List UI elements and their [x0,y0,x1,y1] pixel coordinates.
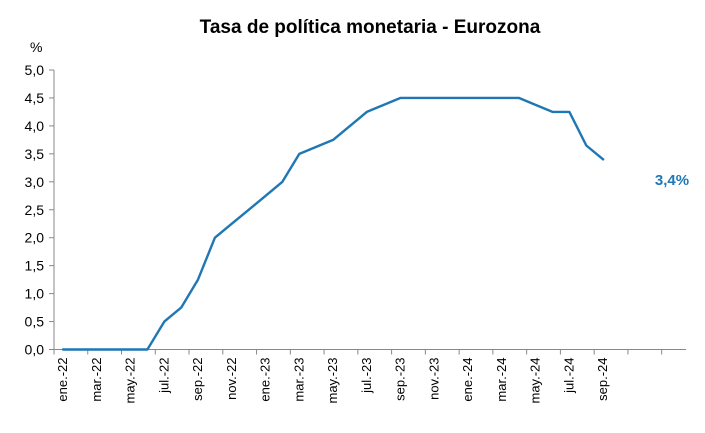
chart-title: Tasa de política monetaria - Eurozona [200,17,541,38]
y-tick-label: 3,5 [25,146,45,162]
x-tick-label: sep.-22 [190,358,205,401]
x-tick-label: jul.-23 [359,358,374,394]
y-tick-label: 4,0 [25,118,45,134]
x-tick-label: sep.-23 [393,358,408,401]
y-tick-label: 2,5 [25,202,45,218]
y-tick-label: 3,0 [25,174,45,190]
y-tick-label: 4,5 [25,90,45,106]
x-tick-label: mar.-22 [89,358,104,402]
y-tick-label: 0,0 [25,342,45,358]
x-tick-label: sep.-24 [595,358,610,401]
x-tick-label: jul.-22 [156,358,171,394]
y-tick-label: 1,5 [25,258,45,274]
x-tick-label: ene.-23 [258,358,273,402]
end-value-label: 3,4% [655,172,689,189]
x-tick-label: nov.-23 [426,358,441,400]
series-layer [61,96,605,351]
y-axis-unit: % [30,39,42,55]
y-tick-label: 5,0 [25,62,45,78]
y-axis: 0,0 0,5 1,0 1,5 2,0 2,5 3,0 3,5 4,0 4,5 5,0 [25,62,55,358]
x-tick-label: may.-23 [325,358,340,404]
x-axis: ene.-22 mar.-22 may.-22 jul.-22 sep.-22 nov.-… [53,349,686,404]
y-tick-label: 0,5 [25,314,45,330]
x-tick-label: mar.-24 [494,358,509,402]
x-tick-label: ene.-22 [55,358,70,402]
x-tick-label: nov.-22 [224,358,239,400]
x-tick-label: mar.-23 [291,358,306,402]
x-tick-label: ene.-24 [460,358,475,402]
y-tick-label: 2,0 [25,230,45,246]
x-tick-label: may.-24 [528,358,543,404]
x-tick-label: jul.-24 [561,358,576,394]
series-line [61,96,605,351]
y-tick-label: 1,0 [25,286,45,302]
x-tick-label: may.-22 [123,358,138,404]
